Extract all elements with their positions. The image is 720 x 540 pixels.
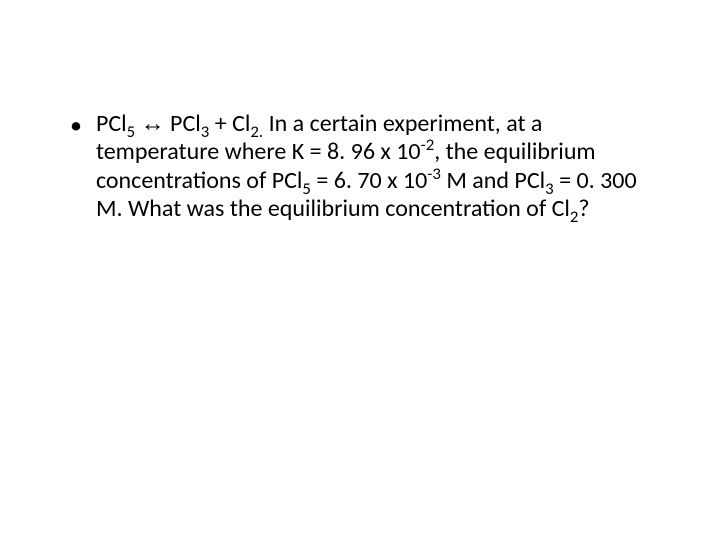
eq-product2: Cl <box>232 109 250 138</box>
text-sup2: -3 <box>427 163 441 184</box>
eq-arrow: ↔ <box>141 110 165 137</box>
eq-product1: PCl <box>170 109 201 138</box>
text-p3: = 6. 70 x 10 <box>311 166 427 195</box>
eq-plus: + <box>215 109 227 138</box>
bullet-glyph: • <box>70 112 82 141</box>
bullet-item: • PCl5 ↔ PCl3 + Cl2. In a certain experi… <box>70 110 680 223</box>
text-sup1: -2 <box>421 134 435 155</box>
text-p4: M and PCl <box>441 166 545 195</box>
eq-reactant: PCl <box>96 109 127 138</box>
slide: • PCl5 ↔ PCl3 + Cl2. In a certain experi… <box>0 0 720 540</box>
text-p6: ? <box>578 194 589 223</box>
slide-text: PCl5 ↔ PCl3 + Cl2. In a certain experime… <box>96 110 656 223</box>
